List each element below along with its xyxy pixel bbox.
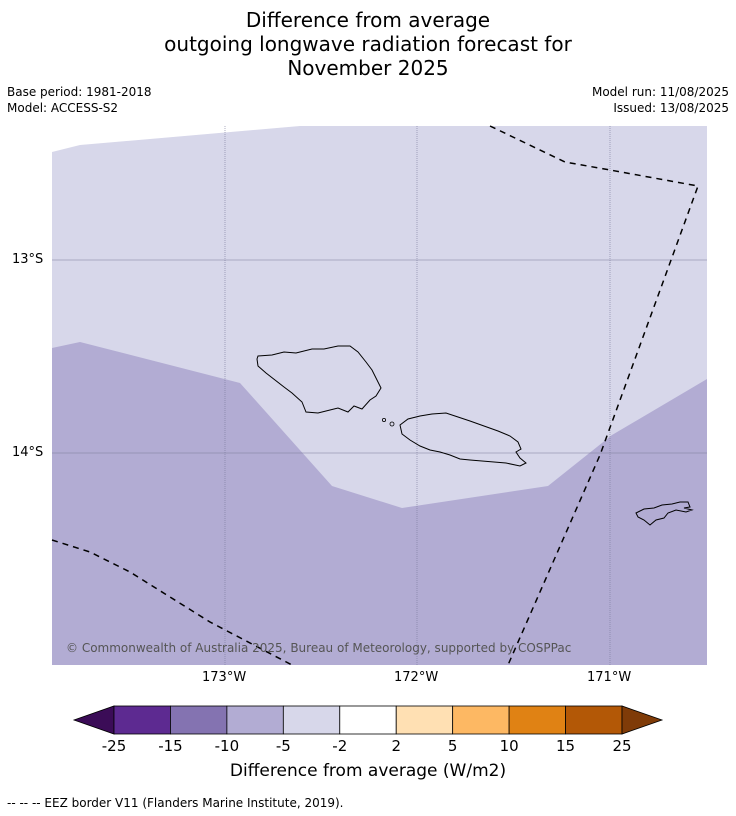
model-run: Model run: 11/08/2025 [591,85,729,99]
base-period: Base period: 1981-2018 [7,85,152,99]
colorbar-tick-label: -10 [214,737,240,755]
colorbar-swatch-3 [282,705,341,735]
colorbar-swatch-4 [339,705,397,735]
colorbar-swatch-7 [508,705,566,735]
anomaly-band-dark [52,342,707,665]
eez-border-north [489,125,700,666]
colorbar-swatch-0 [113,705,171,735]
lon-label-173w: 173°W [202,670,247,685]
colorbar-swatch-2 [226,705,284,735]
lon-label-172w: 172°W [394,670,439,685]
model-name: Model: ACCESS-S2 [7,101,119,115]
chart-title: Difference from average outgoing longwav… [0,8,736,80]
colorbar-tick-label: 15 [556,737,576,755]
map-area [52,126,707,665]
colorbar-extend-low [72,705,115,735]
colorbar-swatch-8 [565,705,623,735]
colorbar-title: Difference from average (W/m2) [229,761,507,781]
island-upolu [399,412,527,467]
island-manono [389,421,395,427]
colorbar-swatch-5 [395,705,454,735]
title-line-3: November 2025 [287,56,449,80]
colorbar-tick-label: 25 [612,737,632,755]
colorbar-tick-label: -2 [332,737,348,755]
meta-left: Base period: 1981-2018 Model: ACCESS-S2 [7,84,152,116]
colorbar-extend-high [621,705,664,735]
colorbar-tick-label: 2 [391,737,401,755]
lat-label-13s: 13°S [12,252,44,267]
colorbar-swatch-1 [170,705,228,735]
meta-right: Model run: 11/08/2025 Issued: 13/08/2025 [592,84,729,116]
lat-label-14s: 14°S [12,445,44,460]
colorbar-tick-label: 5 [447,737,458,755]
graticule [52,126,707,665]
lon-label-171w: 171°W [587,670,632,685]
colorbar-tick-label: -25 [101,737,127,755]
eez-border [51,125,700,666]
eez-border-southwest [51,539,293,666]
island-tutuila [635,501,694,526]
island-apolima [381,417,386,422]
title-line-1: Difference from average [245,8,491,32]
eez-footnote: -- -- -- EEZ border V11 (Flanders Marine… [7,796,344,810]
copyright-notice: © Commonwealth of Australia 2025, Bureau… [66,641,572,655]
colorbar-swatch-6 [452,705,510,735]
issued-date: Issued: 13/08/2025 [613,101,729,115]
colorbar-tick-label: -5 [275,737,291,755]
title-line-2: outgoing longwave radiation forecast for [164,32,572,56]
colorbar-tick-label: -15 [158,737,183,755]
island-savaii [256,345,382,414]
colorbar-tick-label: 10 [499,737,519,755]
